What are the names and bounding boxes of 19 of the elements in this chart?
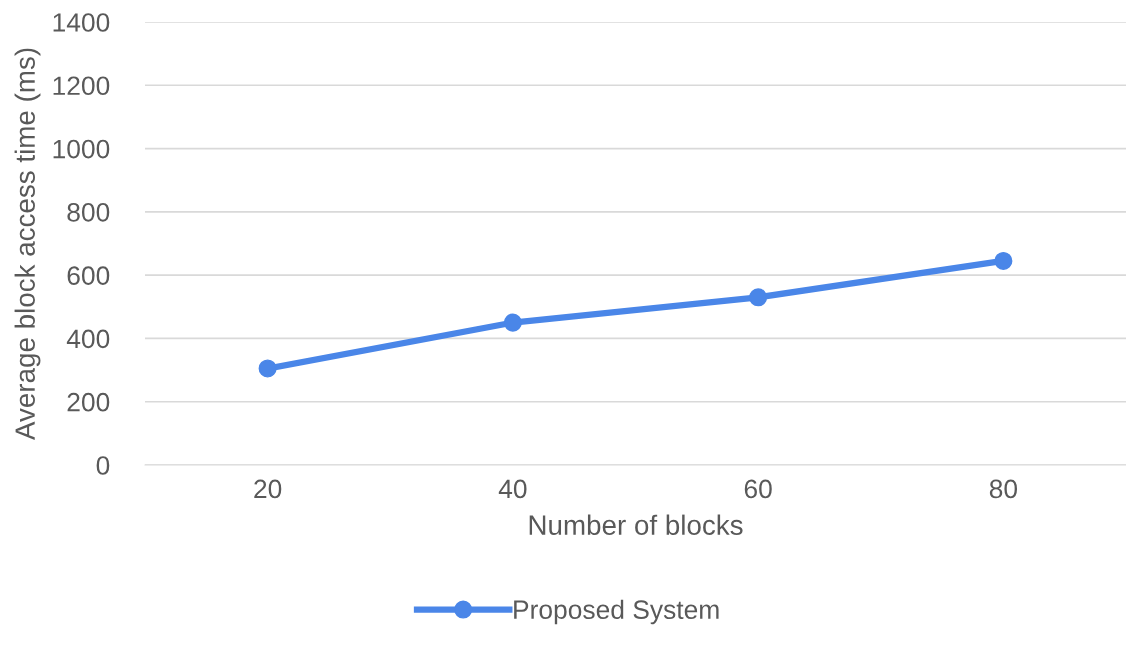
y-axis-title: Average block access time (ms) <box>14 48 41 441</box>
y-tick-label: 200 <box>67 392 110 412</box>
point <box>503 313 522 332</box>
y-tick-label: 1000 <box>53 139 110 159</box>
y-tick-label: 400 <box>66 329 110 349</box>
point <box>994 251 1013 270</box>
point <box>749 288 768 307</box>
y-tick-label: 0 <box>96 456 110 475</box>
y-tick-label: 800 <box>67 202 110 222</box>
y-tick-label: 1200 <box>53 76 110 96</box>
x-tick-label: 40 <box>498 479 527 499</box>
x-tick-label: 60 <box>744 479 772 499</box>
y-tick-label: 1400 <box>53 13 110 32</box>
x-axis-title: Number of blocks <box>529 514 743 535</box>
x-tick-label: 20 <box>254 479 282 499</box>
point <box>258 359 277 378</box>
x-tick-label: 80 <box>989 479 1018 499</box>
y-tick-label: 600 <box>67 266 110 285</box>
legend-label: Proposed System <box>514 599 719 625</box>
